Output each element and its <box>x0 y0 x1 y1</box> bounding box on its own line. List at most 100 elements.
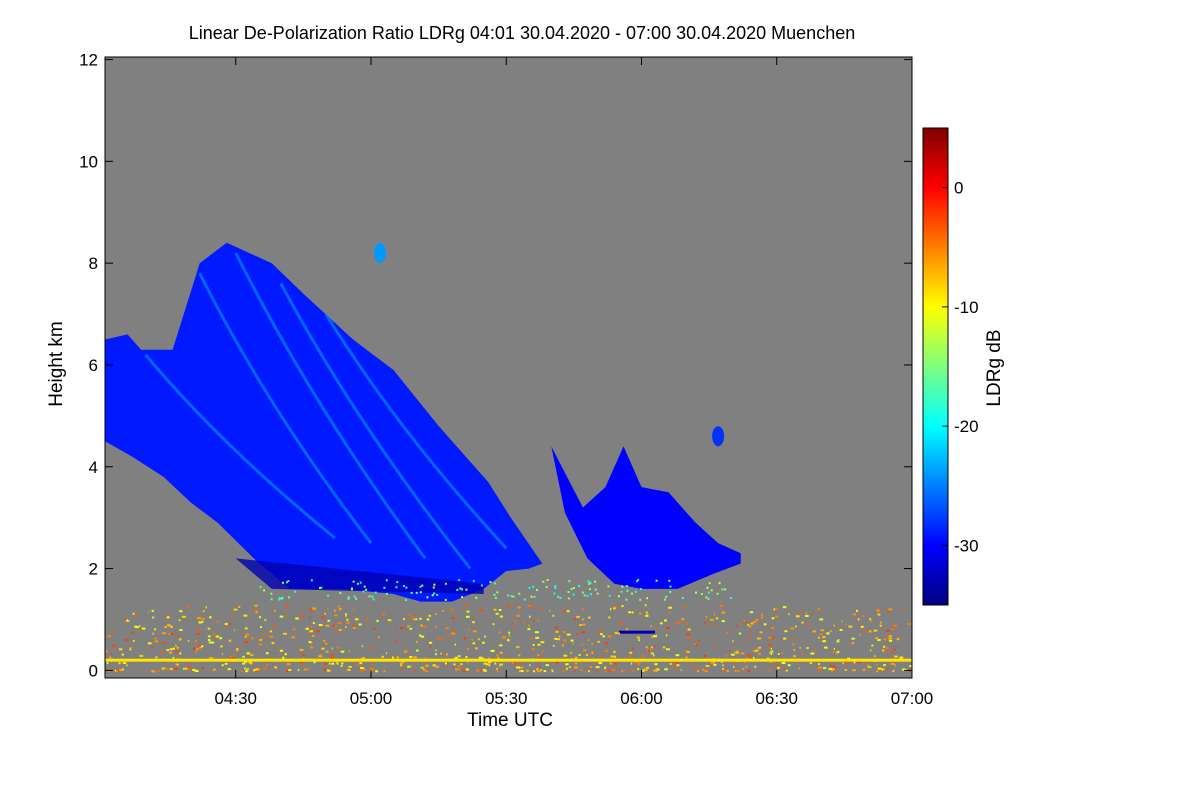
ground-clutter-pixel <box>601 655 604 657</box>
cloud-edge-pixel <box>461 588 463 591</box>
ground-clutter-pixel <box>221 664 224 667</box>
ground-clutter-pixel <box>879 621 882 624</box>
cloud-edge-pixel <box>403 585 405 588</box>
ground-clutter-pixel <box>573 618 576 621</box>
cloud-edge-pixel <box>459 587 462 590</box>
ground-clutter-pixel <box>199 646 202 649</box>
x-tick-label: 05:30 <box>485 689 528 708</box>
ground-clutter-pixel <box>530 604 535 607</box>
ground-clutter-pixel <box>853 661 856 664</box>
cloud-edge-pixel <box>259 585 262 588</box>
ground-clutter-pixel <box>733 651 735 653</box>
ground-clutter-pixel <box>697 670 699 673</box>
cloud-edge-pixel <box>542 580 545 583</box>
y-tick-label: 12 <box>79 51 98 70</box>
ground-clutter-pixel <box>747 654 751 657</box>
ground-clutter-pixel <box>196 632 200 635</box>
ground-clutter-pixel <box>582 618 584 621</box>
ground-clutter-pixel <box>254 609 258 612</box>
cloud-edge-pixel <box>640 588 642 591</box>
ground-clutter-pixel <box>704 670 708 673</box>
cloud-edge-pixel <box>586 594 589 597</box>
ground-clutter-pixel <box>760 613 764 616</box>
ground-clutter-pixel <box>877 610 880 613</box>
ground-clutter-pixel <box>338 605 340 608</box>
ground-clutter-pixel <box>457 655 461 658</box>
ground-clutter-pixel <box>385 652 387 655</box>
ground-clutter-pixel <box>651 635 654 638</box>
cloud-fall-streak <box>198 272 373 545</box>
ground-clutter-pixel <box>169 651 173 654</box>
ground-clutter-pixel <box>650 652 654 655</box>
ground-clutter-pixel <box>231 615 234 618</box>
ground-clutter-pixel <box>684 605 687 608</box>
ground-clutter-pixel <box>479 669 482 672</box>
y-tick-label: 2 <box>89 560 98 579</box>
cloud-edge-pixel <box>395 586 398 589</box>
ground-clutter-pixel <box>429 645 432 648</box>
ground-clutter-pixel <box>770 627 775 630</box>
ground-clutter-pixel <box>537 619 539 622</box>
ground-clutter-pixel <box>781 662 786 664</box>
ground-clutter-pixel <box>597 640 600 643</box>
ground-clutter-pixel <box>617 632 620 635</box>
ground-clutter-pixel <box>534 631 539 634</box>
ground-clutter-pixel <box>583 649 587 652</box>
ground-clutter-pixel <box>887 610 890 613</box>
cloud-edge-pixel <box>581 591 584 594</box>
ground-clutter-pixel <box>750 633 753 636</box>
cloud-edge-pixel <box>621 585 624 588</box>
ground-clutter-pixel <box>375 670 379 673</box>
ground-clutter-pixel <box>562 631 566 633</box>
ground-clutter-pixel <box>759 631 763 634</box>
ground-clutter-pixel <box>749 611 754 614</box>
cloud-fall-streak <box>324 313 508 550</box>
x-tick-label: 07:00 <box>891 689 934 708</box>
ground-clutter-pixel <box>316 630 320 632</box>
ground-clutter-pixel <box>106 650 108 653</box>
ground-clutter-pixel <box>527 628 531 631</box>
cloud-edge-pixel <box>356 582 359 585</box>
ground-clutter-pixel <box>676 664 680 667</box>
cloud-edge-pixel <box>588 583 591 585</box>
ground-clutter-pixel <box>212 633 216 636</box>
ground-clutter-pixel <box>308 667 310 670</box>
ground-clutter-pixel <box>753 656 755 659</box>
ground-clutter-pixel <box>442 610 444 612</box>
cloud-edge-pixel <box>681 597 684 600</box>
ground-clutter-pixel <box>395 639 398 642</box>
ground-clutter-pixel <box>733 665 735 668</box>
y-tick-label: 4 <box>89 458 98 477</box>
cloud-edge-pixel <box>421 584 424 587</box>
ground-clutter-pixel <box>814 647 817 650</box>
ground-clutter-pixel <box>506 605 511 608</box>
ground-clutter-pixel <box>111 630 114 633</box>
ground-clutter-pixel <box>327 669 331 672</box>
ground-clutter-pixel <box>654 663 658 666</box>
cloud-edge-pixel <box>507 594 510 597</box>
ground-clutter-pixel <box>884 646 889 649</box>
cloud-edge-pixel <box>263 589 265 592</box>
ground-clutter-pixel <box>333 624 336 627</box>
ground-clutter-pixel <box>434 665 439 668</box>
ground-clutter-pixel <box>463 637 467 640</box>
ground-clutter-pixel <box>890 651 893 654</box>
main-cloud-region <box>105 242 543 602</box>
ground-clutter-pixel <box>587 670 590 673</box>
ground-clutter-pixel <box>243 660 248 663</box>
ground-clutter-pixel <box>795 615 800 618</box>
ground-clutter-pixel <box>132 640 135 642</box>
ground-clutter-pixel <box>255 611 258 614</box>
ground-clutter-pixel <box>291 636 296 639</box>
ground-clutter-pixel <box>485 663 490 666</box>
ground-clutter-pixel <box>416 640 418 643</box>
ground-clutter-pixel <box>829 664 832 667</box>
ground-clutter-pixel <box>409 656 413 658</box>
ground-clutter-pixel <box>264 618 267 621</box>
ground-clutter-pixel <box>771 636 775 639</box>
ground-clutter-pixel <box>882 649 885 652</box>
ground-clutter-pixel <box>833 648 835 650</box>
ground-clutter-pixel <box>215 635 220 638</box>
ground-clutter-pixel <box>536 668 538 671</box>
ground-clutter-pixel <box>826 632 830 635</box>
